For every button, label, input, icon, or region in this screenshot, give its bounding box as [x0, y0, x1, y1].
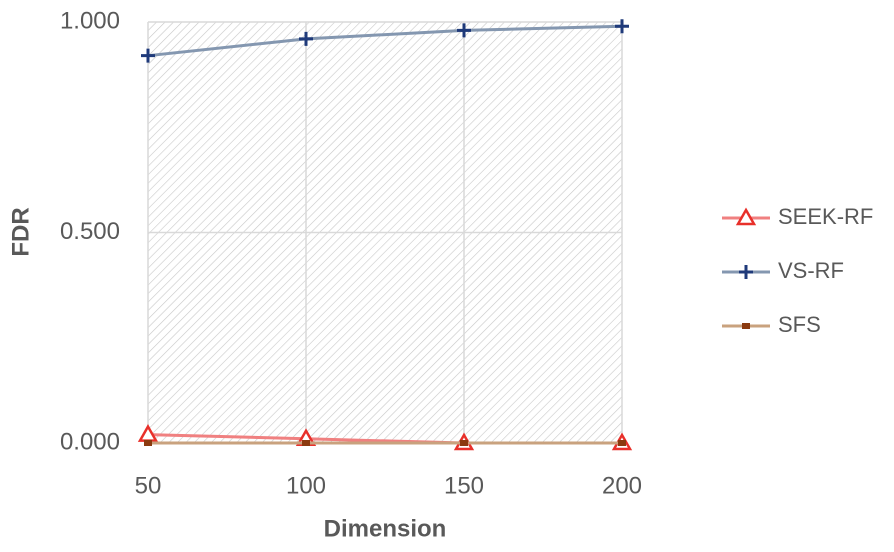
x-tick-label: 150 [444, 472, 484, 499]
x-tick-label: 100 [286, 472, 326, 499]
x-axis-title: Dimension [324, 515, 447, 542]
marker [457, 23, 471, 38]
marker [141, 48, 155, 63]
legend-label: SFS [778, 312, 821, 337]
y-tick-label: 0.000 [60, 428, 120, 455]
series-line [147, 24, 623, 58]
marker [618, 440, 626, 446]
legend-label: VS-RF [778, 258, 844, 283]
y-tick-label: 0.500 [60, 218, 120, 245]
marker [144, 440, 152, 446]
marker [302, 440, 310, 446]
marker [742, 323, 750, 329]
x-tick-label: 50 [135, 472, 162, 499]
x-tick-label: 200 [602, 472, 642, 499]
marker [460, 440, 468, 446]
marker [615, 19, 629, 34]
marker [739, 265, 753, 279]
legend-label: SEEK-RF [778, 204, 873, 229]
marker [299, 31, 313, 46]
y-tick-label: 1.000 [60, 7, 120, 34]
marker [735, 207, 757, 226]
y-axis-title: FDR [7, 207, 34, 256]
